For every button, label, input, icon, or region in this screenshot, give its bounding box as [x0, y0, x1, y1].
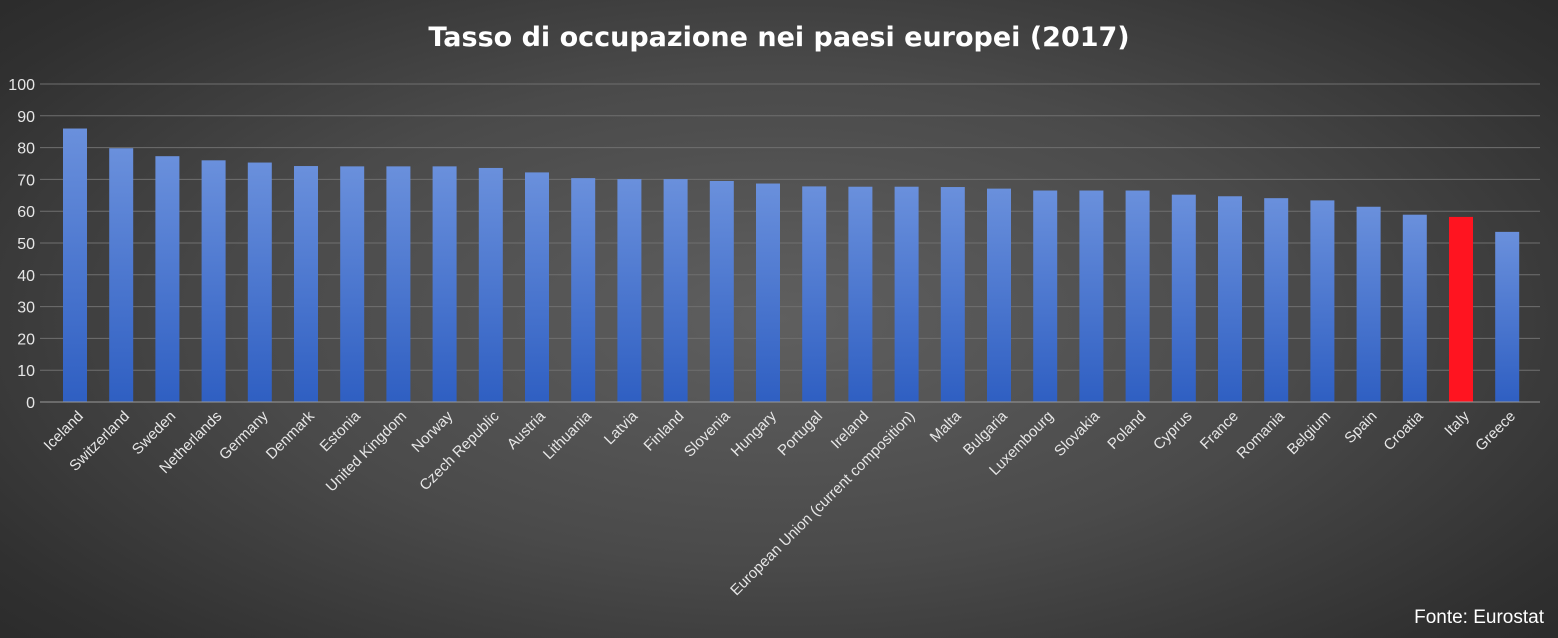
bar-netherlands [201, 160, 226, 402]
x-tick-label: Denmark [263, 407, 318, 462]
x-tick-label: Slovakia [1051, 407, 1104, 460]
bar-denmark [294, 166, 318, 402]
y-tick-label: 30 [17, 300, 35, 317]
bar-malta [940, 187, 965, 402]
bar-sweden [155, 156, 180, 402]
x-tick-label: Italy [1441, 407, 1473, 439]
x-tick-label: Austria [504, 407, 549, 452]
bar-bulgaria [987, 188, 1011, 402]
source-note: Fonte: Eurostat [1414, 607, 1545, 628]
bar-france [1218, 196, 1242, 402]
x-tick-label: Czech Republic [416, 407, 503, 494]
x-tick-label: Latvia [601, 407, 642, 448]
bar-norway [432, 166, 457, 402]
bar-austria [525, 172, 549, 402]
bar-european-union-current-composition [894, 186, 919, 402]
y-tick-label: 60 [17, 204, 35, 221]
y-tick-label: 50 [17, 236, 35, 253]
bar-greece [1495, 231, 1520, 402]
x-tick-label: Ireland [828, 408, 872, 452]
bar-iceland [63, 128, 87, 402]
bar-italy [1449, 216, 1473, 402]
bar-portugal [802, 186, 827, 402]
y-tick-label: 0 [26, 395, 35, 412]
bars [63, 128, 1520, 402]
x-tick-label: Belgium [1284, 408, 1334, 458]
bar-czech-republic [478, 167, 503, 402]
bar-latvia [617, 179, 642, 402]
x-tick-label: Lithuania [540, 407, 596, 463]
y-tick-label: 20 [17, 331, 35, 348]
x-tick-label: Slovenia [681, 407, 734, 460]
bar-croatia [1402, 214, 1427, 402]
x-tick-label: Greece [1472, 408, 1519, 455]
x-tick-label: Iceland [41, 408, 87, 454]
y-tick-label: 70 [17, 172, 35, 189]
bar-slovakia [1079, 190, 1104, 402]
bar-cyprus [1171, 194, 1196, 402]
x-axis-ticks: IcelandSwitzerlandSwedenNetherlandsGerma… [41, 407, 1519, 599]
bar-lithuania [571, 178, 596, 402]
x-tick-label: Romania [1234, 407, 1289, 462]
bar-hungary [756, 183, 780, 402]
x-tick-label: United Kingdom [323, 408, 410, 495]
bar-luxembourg [1033, 190, 1058, 402]
y-tick-label: 40 [17, 268, 35, 285]
bar-belgium [1310, 200, 1335, 402]
bar-spain [1356, 206, 1381, 402]
x-tick-label: Finland [641, 408, 688, 455]
x-tick-label: Croatia [1380, 407, 1427, 454]
x-tick-label: Poland [1104, 408, 1149, 453]
bar-united-kingdom [386, 166, 411, 402]
x-tick-label: Cyprus [1150, 408, 1196, 454]
bar-slovenia [709, 180, 734, 402]
x-tick-label: France [1197, 408, 1242, 453]
y-tick-label: 10 [17, 363, 35, 380]
bar-romania [1264, 198, 1289, 402]
bar-germany [247, 162, 272, 402]
x-tick-label: Portugal [774, 408, 826, 460]
bar-switzerland [109, 148, 134, 402]
bar-poland [1125, 190, 1150, 402]
bar-estonia [340, 166, 365, 402]
y-axis-ticks: 0 10 20 30 40 50 60 70 80 90 100 [8, 77, 35, 412]
bar-ireland [848, 186, 873, 402]
x-tick-label: Malta [927, 407, 965, 445]
chart-title: Tasso di occupazione nei paesi europei (… [428, 22, 1129, 53]
y-tick-label: 80 [17, 141, 35, 158]
x-tick-label: Spain [1341, 408, 1380, 447]
x-tick-label: Germany [216, 407, 272, 463]
gridlines [40, 83, 1540, 371]
x-tick-label: Hungary [728, 407, 780, 459]
bar-finland [663, 179, 688, 402]
y-tick-label: 100 [8, 77, 35, 94]
y-tick-label: 90 [17, 109, 35, 126]
